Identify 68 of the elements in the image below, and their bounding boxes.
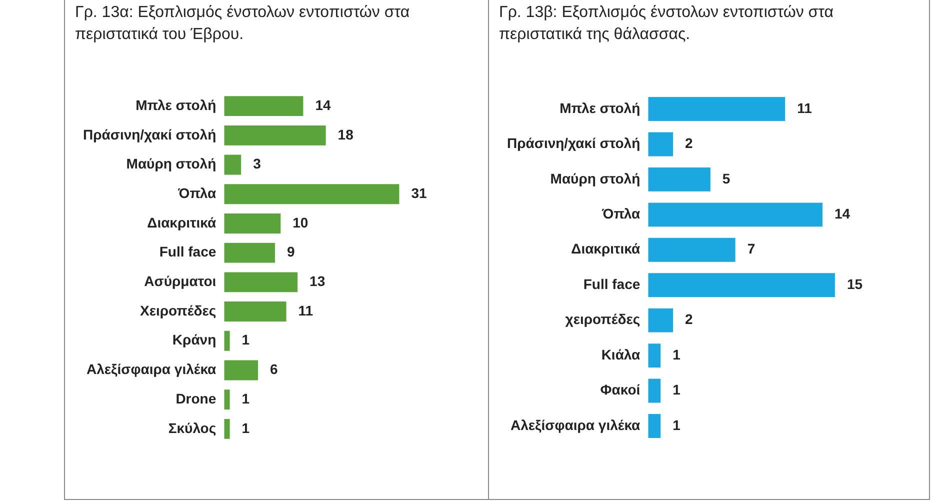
bar [648, 238, 736, 262]
data-label: 11 [298, 302, 314, 318]
y-tick-label: Full face [159, 244, 216, 260]
y-tick-label: Σκύλος [168, 420, 216, 436]
bar [648, 378, 661, 403]
data-label: 2 [685, 135, 694, 152]
y-tick-label: Φακοί [600, 382, 640, 398]
y-tick-label: Μπλε στολή [560, 100, 640, 116]
data-label: 5 [722, 170, 730, 186]
data-label: 11 [797, 100, 812, 116]
bar [224, 184, 400, 204]
bar [648, 167, 710, 192]
bar [224, 125, 326, 146]
data-label: 18 [338, 126, 354, 142]
y-tick-label: Αλεξίσφαιρα γιλέκα [86, 361, 217, 378]
y-tick-label: Διακριτικά [147, 214, 217, 230]
bar [648, 308, 674, 332]
bar [224, 213, 281, 234]
bar [648, 344, 661, 368]
data-label: 14 [834, 206, 850, 222]
bar [224, 272, 298, 292]
y-tick-label: Όπλα [177, 184, 217, 201]
y-tick-label: Μαύρη στολή [550, 170, 640, 186]
bar [224, 390, 230, 410]
y-tick-label: Πράσινη/χακί στολή [506, 135, 640, 152]
data-label: 13 [310, 273, 326, 290]
data-label: 1 [242, 420, 250, 436]
data-label: 1 [672, 346, 681, 362]
bar [224, 242, 275, 263]
data-label: 31 [411, 184, 428, 201]
y-tick-label: Μπλε στολή [136, 96, 216, 113]
y-tick-label: Όπλα [601, 206, 641, 222]
bar [224, 154, 242, 175]
y-tick-label: Κράνη [172, 332, 216, 348]
y-tick-label: Πράσινη/χακί στολή [82, 126, 216, 142]
bar [224, 360, 258, 380]
bar [224, 302, 286, 322]
data-label: 14 [315, 96, 331, 113]
bar [648, 202, 822, 227]
y-tick-label: χειροπέδες [565, 311, 640, 328]
bar [648, 414, 661, 438]
data-label: 1 [672, 382, 681, 398]
y-tick-label: Μαύρη στολή [126, 156, 216, 172]
bar [224, 418, 230, 439]
data-label: 2 [685, 311, 694, 328]
bar [648, 97, 786, 121]
bar [224, 96, 304, 116]
y-tick-label: Ασύρματοι [144, 273, 216, 290]
data-label: 1 [672, 416, 681, 433]
chart-title: Γρ. 13β: Εξοπλισμός ένστολων εντοπιστών στα περιστατικά της θάλασσας. [499, 3, 835, 45]
data-label: 1 [242, 332, 250, 348]
y-tick-label: Χειροπέδες [140, 302, 216, 318]
data-label: 10 [292, 214, 308, 230]
data-label: 1 [242, 390, 250, 406]
bar [224, 330, 230, 351]
bar [648, 132, 674, 156]
data-label: 7 [747, 240, 756, 257]
y-tick-label: Full face [583, 276, 640, 292]
bar [648, 273, 835, 298]
y-tick-label: Κιάλα [601, 346, 641, 362]
y-tick-label: Διακριτικά [571, 240, 641, 257]
data-label: 3 [253, 156, 262, 172]
chart-title: Γρ. 13α: Εξοπλισμός ένστολων εντοπιστών στα περιστατικά του Έβρου. [75, 3, 411, 45]
data-label: 15 [846, 276, 863, 292]
data-label: 9 [286, 244, 295, 260]
data-label: 6 [270, 361, 278, 378]
y-tick-label: Αλεξίσφαιρα γιλέκα [510, 416, 641, 433]
y-tick-label: Drone [176, 390, 216, 406]
